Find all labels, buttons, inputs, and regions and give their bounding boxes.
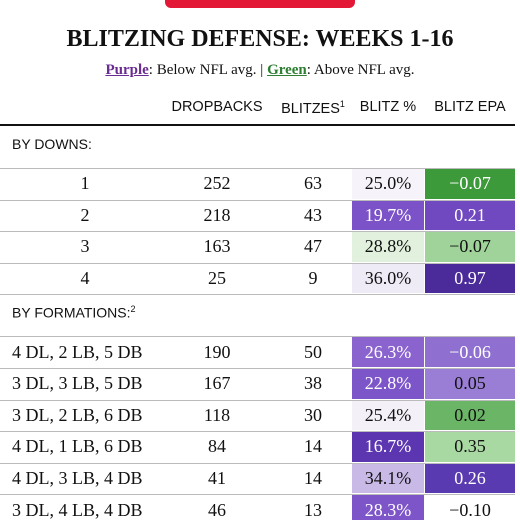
section-title: BY FORMATIONS:2 [12,304,136,321]
row-label: 3 DL, 2 LB, 6 DB [12,404,143,425]
header-text: BLITZ EPA [434,99,506,115]
row-separator [0,368,515,369]
cell: 14 [304,436,322,457]
row-label: 4 DL, 2 LB, 5 DB [12,341,143,362]
row-label: 3 DL, 4 LB, 4 DB [12,499,143,520]
cell: 25 [208,268,226,289]
header-text: BLITZES [281,100,340,117]
cell: 0.21 [425,200,515,231]
cell: 46 [208,499,226,520]
cell: 0.35 [425,432,515,462]
cell: 14 [304,468,322,489]
cell: 13 [304,499,322,520]
cell: −0.06 [425,337,515,367]
header-text: DROPBACKS [171,99,263,115]
cell: −0.10 [425,495,515,520]
cell: 0.26 [425,463,515,494]
cell: 0.05 [425,369,515,399]
row-label: 4 DL, 1 LB, 6 DB [12,436,143,457]
cell: 63 [304,173,322,194]
cell: 30 [304,404,322,425]
cell: 26.3% [352,337,424,367]
section-text: BY FORMATIONS: [12,305,131,322]
cell: 19.7% [352,200,424,231]
cell: 218 [203,204,231,225]
header-rule [0,124,515,126]
cell: 50 [304,341,322,362]
row-label: 2 [80,204,90,225]
cell: 28.3% [352,495,424,520]
section-text: BY DOWNS: [12,136,92,152]
column-header: DROPBACKS [170,99,264,115]
row-separator [0,336,515,338]
legend-green: Green [267,62,307,78]
row-label: 4 DL, 3 LB, 4 DB [12,468,143,489]
legend-purple: Purple [105,62,149,78]
cell: 41 [208,468,226,489]
title: BLITZING DEFENSE: WEEKS 1-16 [66,26,454,52]
column-header: BLITZ % [352,99,424,115]
row-separator [0,399,515,401]
legend-text: : Below NFL avg. | [148,62,268,78]
row-separator [0,494,515,496]
row-separator [0,231,515,233]
row-separator [0,199,515,201]
row-label: 4 [80,268,90,289]
row-separator [0,462,515,464]
row-label: 3 DL, 3 LB, 5 DB [12,373,143,394]
column-header: BLITZ EPA [425,99,515,115]
cell: 28.8% [352,232,424,262]
legend: Purple: Below NFL avg. | Green: Above NF… [0,62,520,79]
cell: 9 [308,268,318,289]
cell: 163 [203,236,231,257]
superscript: 2 [130,304,136,315]
cell: 34.1% [352,463,424,494]
cell: 38 [304,373,322,394]
legend-text: : Above NFL avg. [306,62,415,78]
row-separator [0,168,515,169]
row-separator [0,294,515,296]
cell: −0.07 [425,169,515,199]
logo [165,0,355,8]
cell: 167 [203,373,231,394]
cell: 0.97 [425,263,515,294]
cell: 252 [203,173,231,194]
cell: −0.07 [425,232,515,262]
cell: 22.8% [352,369,424,399]
header-text: BLITZ % [359,99,417,115]
row-label: 3 [80,236,90,257]
cell: 190 [203,341,231,362]
cell: 118 [203,404,231,425]
cell: 43 [304,204,322,225]
superscript: 1 [339,99,345,109]
cell: 47 [304,236,322,257]
cell: 16.7% [352,432,424,462]
section-title: BY DOWNS: [12,136,92,152]
row-label: 1 [80,173,90,194]
cell: 36.0% [352,263,424,294]
cell: 25.4% [352,400,424,431]
cell: 0.02 [425,400,515,431]
row-separator [0,431,515,433]
column-header: BLITZES1 [264,99,362,117]
cell: 84 [208,436,226,457]
cell: 25.0% [352,169,424,199]
row-separator [0,262,515,264]
